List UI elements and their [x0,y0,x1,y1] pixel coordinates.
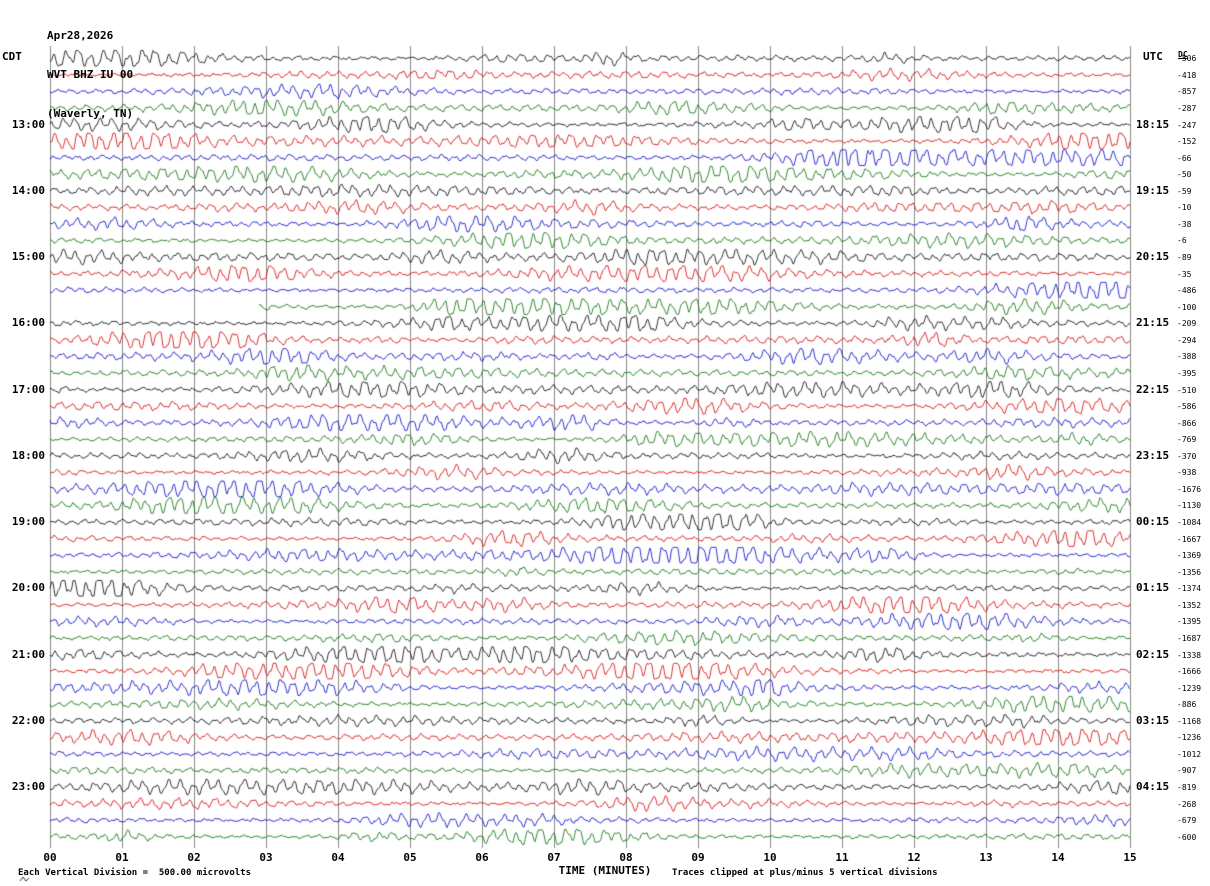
dc-value: -1666 [1177,667,1202,677]
x-axis-tick: 14 [1051,851,1065,864]
dc-value: -287 [1177,103,1197,113]
title-date: Apr28,2026 [47,29,114,42]
x-axis-tick: 06 [475,851,489,864]
dc-value: -486 [1177,286,1197,296]
left-time-label: 16:00 [11,316,45,330]
x-axis-tick: 13 [979,851,993,864]
footer-clip-note: Traces clipped at plus/minus 5 vertical … [672,868,938,878]
dc-value: -6 [1177,236,1187,246]
title-block: Apr28,2026 WVT BHZ IU 00 (Waverly, TN) [47,3,133,146]
right-time-label: 00:15 [1136,515,1170,529]
dc-value: -35 [1177,269,1192,279]
dc-value: -1687 [1177,633,1202,643]
left-time-label: 21:00 [11,647,45,661]
x-axis-tick: 01 [115,851,129,864]
dc-value: -89 [1177,253,1192,263]
right-time-label: 18:15 [1136,117,1170,131]
dc-value: -1338 [1177,650,1202,660]
dc-value: -600 [1177,832,1197,842]
left-time-label: 17:00 [11,382,45,396]
dc-value: -1012 [1177,749,1202,759]
left-time-label: 15:00 [11,250,45,264]
left-time-label: 19:00 [11,515,45,529]
dc-value: -1356 [1177,567,1202,577]
dc-value: -510 [1177,385,1197,395]
left-time-label: 22:00 [11,713,45,727]
dc-value: -50 [1177,170,1192,180]
x-axis-tick: 09 [691,851,705,864]
dc-value: -819 [1177,783,1197,793]
dc-value: -886 [1177,700,1197,710]
dc-value: -857 [1177,87,1197,97]
dc-value: -152 [1177,137,1197,147]
dc-value: -66 [1177,153,1192,163]
x-axis-tick: 00 [43,851,57,864]
dc-value: -506 [1177,54,1197,64]
x-axis-tick: 15 [1123,851,1137,864]
dc-value: -10 [1177,203,1192,213]
dc-value: -679 [1177,816,1197,826]
dc-value: -1369 [1177,551,1202,561]
x-axis-tick: 08 [619,851,633,864]
right-time-label: 20:15 [1136,250,1170,264]
left-time-label: 18:00 [11,448,45,462]
x-axis-tick: 12 [907,851,921,864]
dc-value: -38 [1177,219,1192,229]
left-time-label: 20:00 [11,581,45,595]
dc-value: -586 [1177,402,1197,412]
dc-value: -268 [1177,799,1197,809]
x-axis-tick: 04 [331,851,345,864]
right-time-label: 22:15 [1136,382,1170,396]
footer-scale-note: Each Vertical Division = 500.00 microvol… [18,868,251,878]
x-axis-tick: 11 [835,851,849,864]
title-location: (Waverly, TN) [47,107,134,120]
dc-value: -769 [1177,435,1197,445]
dc-column-header: DC [1178,50,1188,59]
dc-value: -59 [1177,186,1192,196]
right-time-label: 01:15 [1136,581,1170,595]
dc-value: -209 [1177,319,1197,329]
dc-value: -1130 [1177,501,1202,511]
x-axis-tick: 07 [547,851,561,864]
dc-value: -1236 [1177,733,1202,743]
right-time-label: 23:15 [1136,448,1170,462]
dc-value: -1676 [1177,484,1202,494]
dc-value: -294 [1177,335,1197,345]
right-time-label: 04:15 [1136,780,1170,794]
dc-value: -1168 [1177,716,1202,726]
right-time-label: 02:15 [1136,647,1170,661]
dc-value: -395 [1177,368,1197,378]
right-time-label: 19:15 [1136,183,1170,197]
dc-value: -866 [1177,418,1197,428]
left-axis-label: CDT [2,50,22,63]
left-time-label: 23:00 [11,780,45,794]
dc-value: -1084 [1177,518,1202,528]
dc-value: -247 [1177,120,1197,130]
right-time-label: 03:15 [1136,713,1170,727]
dc-value: -1239 [1177,683,1202,693]
title-station: WVT BHZ IU 00 [47,68,134,81]
x-axis-tick: 03 [259,851,273,864]
x-axis-tick: 10 [763,851,777,864]
dc-value: -418 [1177,70,1197,80]
dc-value: -907 [1177,766,1197,776]
left-time-label: 14:00 [11,183,45,197]
right-time-label: 21:15 [1136,316,1170,330]
dc-value: -100 [1177,302,1197,312]
x-axis-title: TIME (MINUTES) [558,864,652,877]
x-axis-tick: 02 [187,851,201,864]
dc-value: -1395 [1177,617,1202,627]
left-time-label: 13:00 [11,117,45,131]
x-axis-tick: 05 [403,851,417,864]
dc-value: -1352 [1177,600,1202,610]
dc-value: -370 [1177,451,1197,461]
right-axis-label: UTC [1143,50,1163,63]
dc-value: -1667 [1177,534,1202,544]
dc-value: -1374 [1177,584,1202,594]
dc-value: -938 [1177,468,1197,478]
dc-value: -388 [1177,352,1197,362]
